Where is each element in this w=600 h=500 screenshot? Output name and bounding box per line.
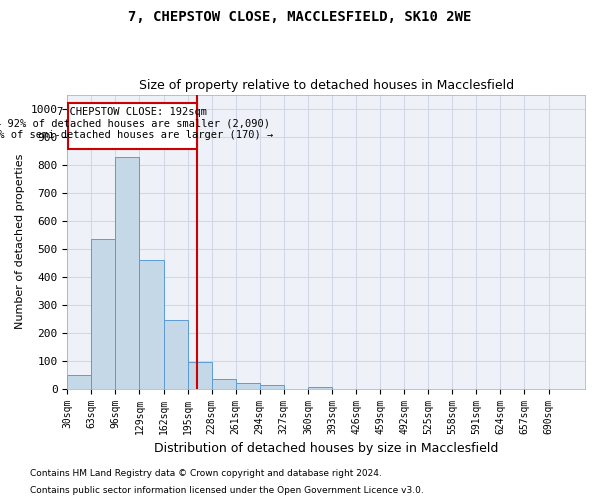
Bar (91, 240, 115, 388)
Bar (212, 379, 236, 388)
Y-axis label: Number of detached properties: Number of detached properties (15, 154, 25, 330)
Bar (67, 374, 91, 388)
FancyBboxPatch shape (68, 103, 197, 149)
Title: Size of property relative to detached houses in Macclesfield: Size of property relative to detached ho… (139, 79, 514, 92)
X-axis label: Distribution of detached houses by size in Macclesfield: Distribution of detached houses by size … (154, 442, 499, 455)
Bar (260, 386, 284, 388)
Bar (188, 362, 212, 388)
Text: 7, CHEPSTOW CLOSE, MACCLESFIELD, SK10 2WE: 7, CHEPSTOW CLOSE, MACCLESFIELD, SK10 2W… (128, 10, 472, 24)
Text: ← 92% of detached houses are smaller (2,090): ← 92% of detached houses are smaller (2,… (0, 118, 270, 128)
Text: Contains HM Land Registry data © Crown copyright and database right 2024.: Contains HM Land Registry data © Crown c… (30, 468, 382, 477)
Bar (139, 260, 164, 388)
Text: Contains public sector information licensed under the Open Government Licence v3: Contains public sector information licen… (30, 486, 424, 495)
Text: 8% of semi-detached houses are larger (170) →: 8% of semi-detached houses are larger (1… (0, 130, 273, 140)
Bar (164, 320, 188, 388)
Bar (115, 156, 139, 388)
Text: 7 CHEPSTOW CLOSE: 192sqm: 7 CHEPSTOW CLOSE: 192sqm (58, 107, 208, 117)
Bar (236, 383, 260, 388)
